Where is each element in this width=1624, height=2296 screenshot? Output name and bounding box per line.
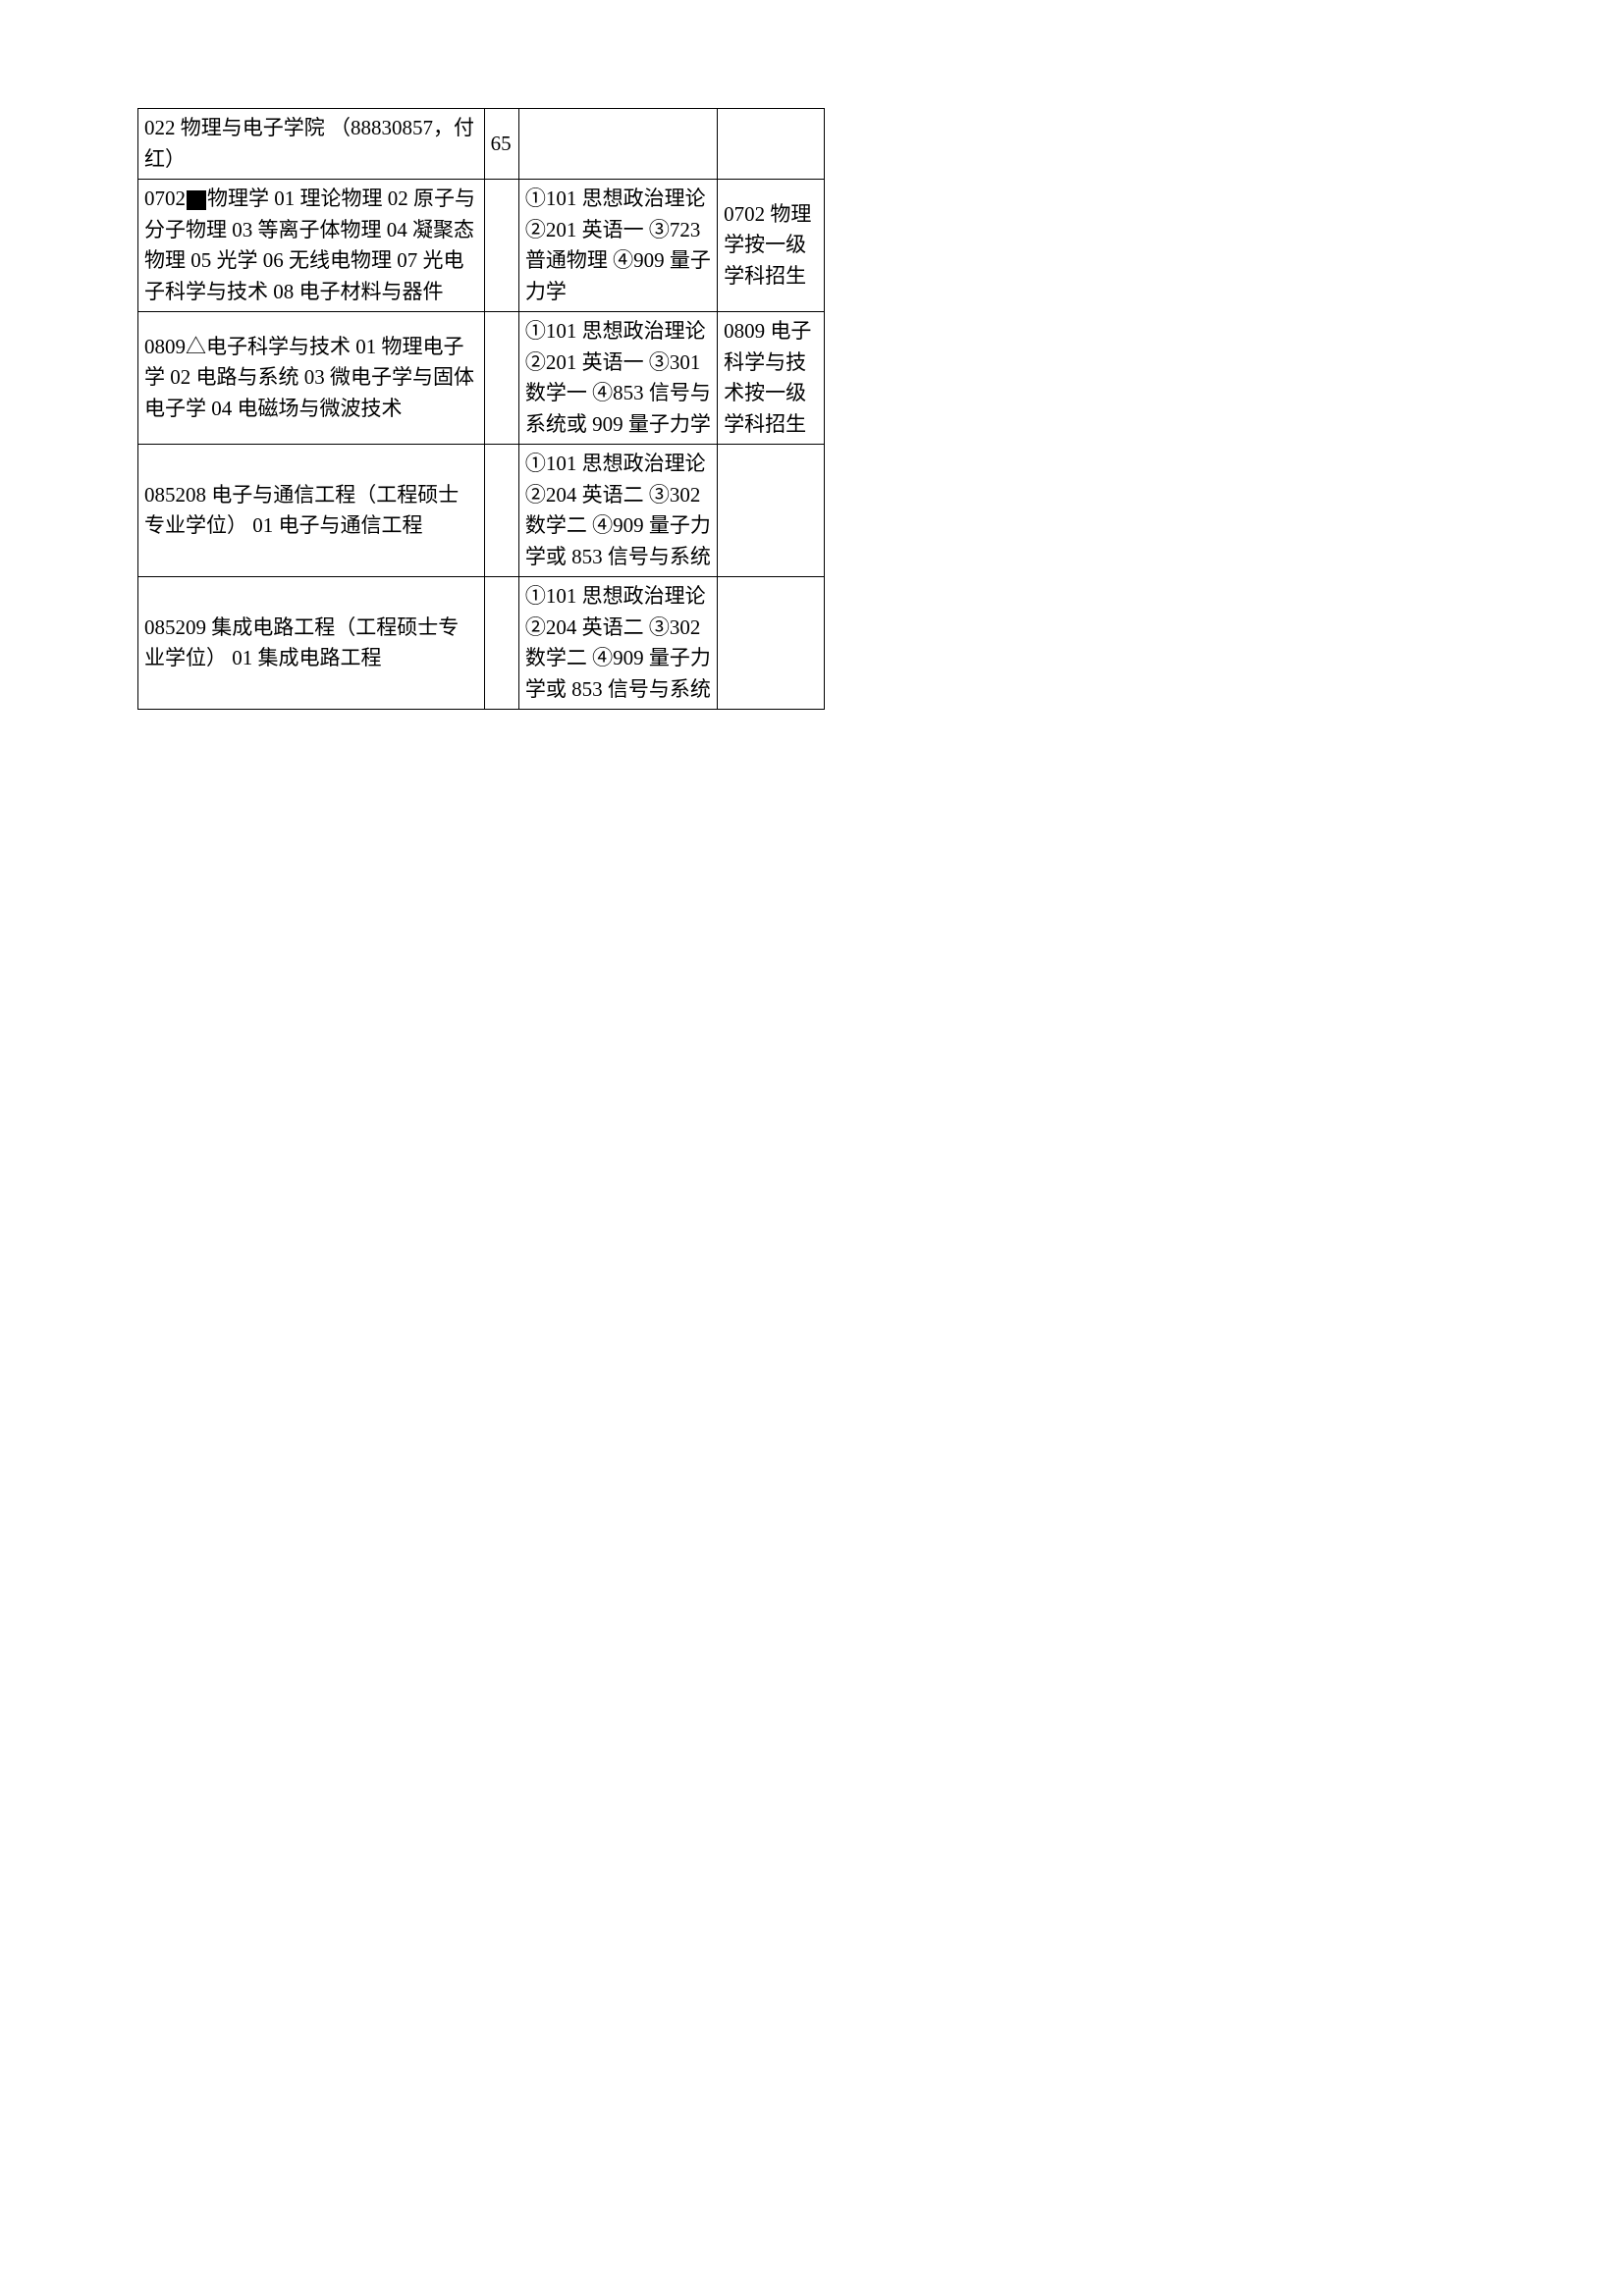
program-prefix: 0702 bbox=[144, 187, 186, 210]
table-row: 0809△电子科学与技术 01 物理电子学 02 电路与系统 03 微电子学与固… bbox=[138, 312, 825, 445]
count-cell bbox=[484, 445, 518, 577]
count-cell: 65 bbox=[484, 109, 518, 180]
exams-cell: ①101 思想政治理论 ②204 英语二 ③302 数学二 ④909 量子力学或… bbox=[518, 445, 717, 577]
table-row: 022 物理与电子学院 （88830857，付红） 65 bbox=[138, 109, 825, 180]
count-cell bbox=[484, 180, 518, 312]
admissions-table: 022 物理与电子学院 （88830857，付红） 65 0702物理学 01 … bbox=[137, 108, 825, 710]
table-row: 0702物理学 01 理论物理 02 原子与分子物理 03 等离子体物理 04 … bbox=[138, 180, 825, 312]
exams-cell: ①101 思想政治理论 ②204 英语二 ③302 数学二 ④909 量子力学或… bbox=[518, 577, 717, 710]
count-cell bbox=[484, 577, 518, 710]
exams-cell bbox=[518, 109, 717, 180]
notes-cell bbox=[718, 445, 825, 577]
table-row: 085208 电子与通信工程（工程硕士专业学位） 01 电子与通信工程 ①101… bbox=[138, 445, 825, 577]
notes-cell: 0702 物理学按一级学科招生 bbox=[718, 180, 825, 312]
program-cell: 085208 电子与通信工程（工程硕士专业学位） 01 电子与通信工程 bbox=[138, 445, 485, 577]
program-cell: 085209 集成电路工程（工程硕士专业学位） 01 集成电路工程 bbox=[138, 577, 485, 710]
notes-cell bbox=[718, 577, 825, 710]
program-cell: 022 物理与电子学院 （88830857，付红） bbox=[138, 109, 485, 180]
blackbox-icon bbox=[187, 190, 206, 210]
notes-cell bbox=[718, 109, 825, 180]
count-cell bbox=[484, 312, 518, 445]
exams-cell: ①101 思想政治理论 ②201 英语一 ③723 普通物理 ④909 量子力学 bbox=[518, 180, 717, 312]
program-cell: 0809△电子科学与技术 01 物理电子学 02 电路与系统 03 微电子学与固… bbox=[138, 312, 485, 445]
exams-cell: ①101 思想政治理论 ②201 英语一 ③301 数学一 ④853 信号与系统… bbox=[518, 312, 717, 445]
program-cell: 0702物理学 01 理论物理 02 原子与分子物理 03 等离子体物理 04 … bbox=[138, 180, 485, 312]
table-row: 085209 集成电路工程（工程硕士专业学位） 01 集成电路工程 ①101 思… bbox=[138, 577, 825, 710]
notes-cell: 0809 电子科学与技术按一级学科招生 bbox=[718, 312, 825, 445]
